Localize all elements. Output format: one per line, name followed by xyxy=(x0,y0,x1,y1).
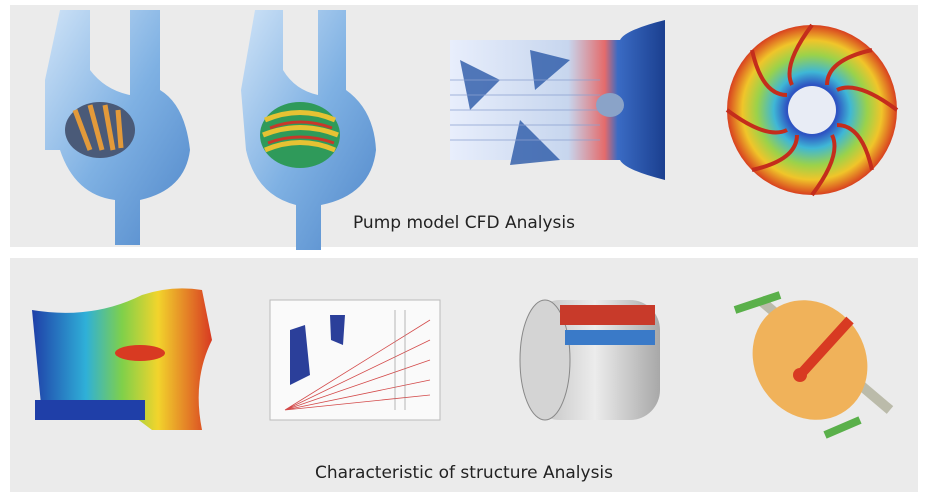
panel: Characteristic of structure Analysis xyxy=(10,258,918,492)
analysis-plot xyxy=(269,299,441,421)
flow-simulation xyxy=(450,20,665,180)
caption: Pump model CFD Analysis xyxy=(353,213,575,233)
caption: Characteristic of structure Analysis xyxy=(315,463,613,483)
pump-model-2 xyxy=(241,10,376,250)
impeller xyxy=(725,23,899,197)
pump-model-1 xyxy=(45,10,190,245)
gear xyxy=(519,299,660,421)
panel: Pump model CFD Analysis xyxy=(10,5,918,250)
disk-assembly xyxy=(733,291,894,439)
stress-model xyxy=(32,288,212,430)
